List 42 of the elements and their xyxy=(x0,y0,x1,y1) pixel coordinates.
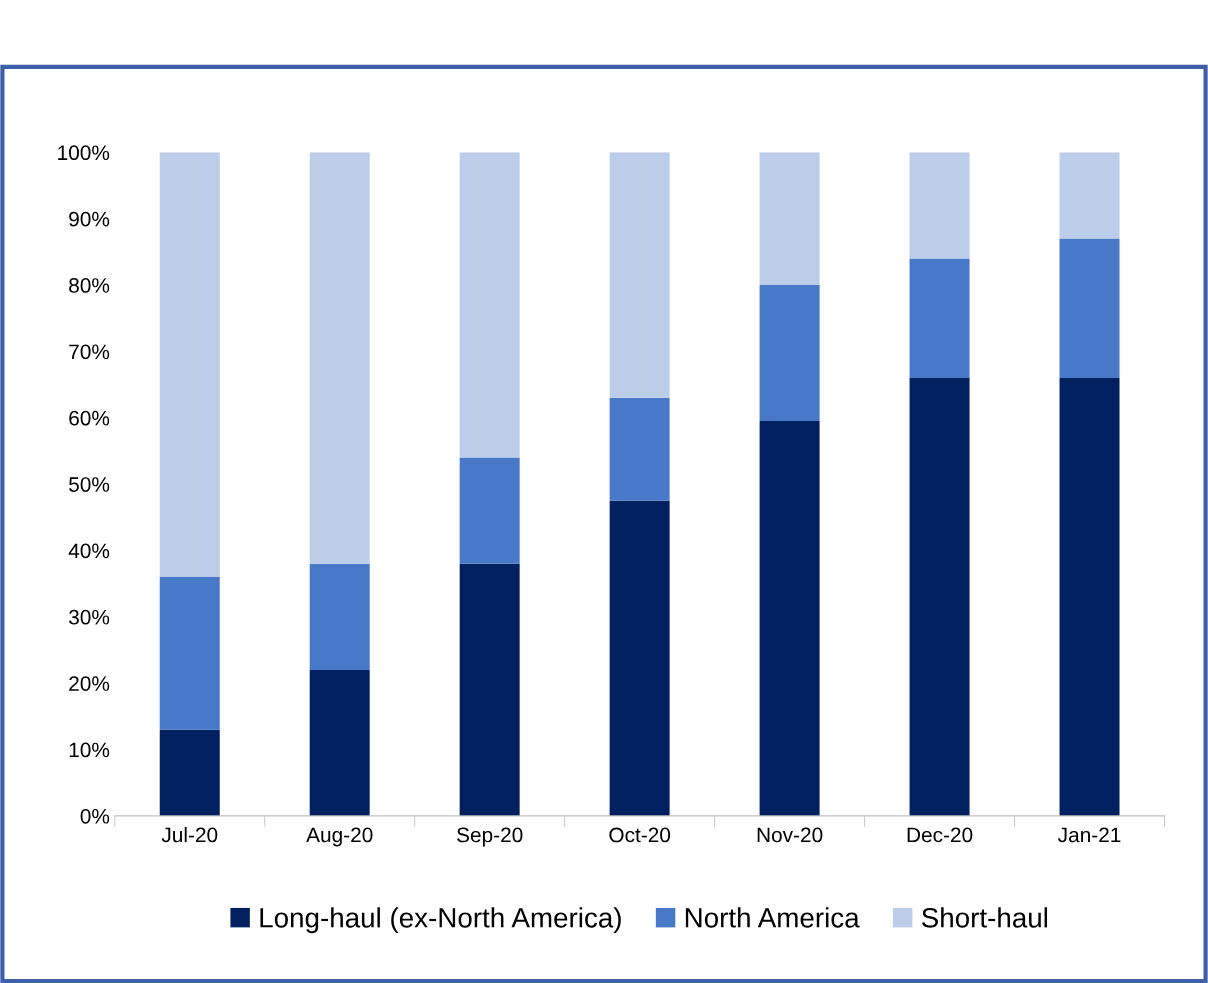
bar xyxy=(459,563,520,816)
y-tick-label: 90% xyxy=(69,211,110,227)
y-tick-label: 10% xyxy=(69,742,110,758)
y-tick-label: 60% xyxy=(69,410,110,426)
x-tick-label: Oct-20 xyxy=(609,827,671,843)
x-tick-label: Jul-20 xyxy=(161,827,218,843)
legend-label: North America xyxy=(685,907,860,928)
x-tick-label: Jan-21 xyxy=(1058,827,1121,843)
bar xyxy=(159,152,220,578)
y-tick-label: 70% xyxy=(69,344,110,360)
y-tick-label: 80% xyxy=(69,278,110,293)
y-tick-label: 100% xyxy=(58,145,110,161)
bar xyxy=(1059,238,1120,378)
bar xyxy=(1059,377,1120,816)
y-tick-label: 50% xyxy=(69,477,110,492)
bar xyxy=(159,729,220,816)
y-tick-label: 20% xyxy=(69,676,110,691)
bar xyxy=(759,285,820,422)
bar xyxy=(459,457,520,564)
y-tick-label: 30% xyxy=(69,609,110,625)
bar xyxy=(309,669,370,816)
y-tick-label: 0% xyxy=(80,808,110,824)
legend-label: Short-haul xyxy=(921,907,1048,928)
bar xyxy=(609,397,670,501)
bar xyxy=(159,577,220,730)
bar xyxy=(759,421,820,816)
bar xyxy=(909,377,970,816)
x-tick-label: Dec-20 xyxy=(907,827,973,843)
legend-label: Long-haul (ex-North America) xyxy=(260,907,621,934)
x-tick-label: Aug-20 xyxy=(306,827,373,847)
bar xyxy=(609,500,670,816)
bar xyxy=(609,152,670,398)
bar xyxy=(909,258,970,378)
bar xyxy=(309,563,370,670)
bar xyxy=(759,152,820,286)
x-tick-label: Nov-20 xyxy=(757,827,823,843)
y-tick-label: 40% xyxy=(68,543,110,559)
bar xyxy=(1059,152,1120,239)
bar xyxy=(309,152,370,564)
bar xyxy=(459,152,520,458)
bar xyxy=(909,152,970,259)
x-tick-label: Sep-20 xyxy=(457,827,523,847)
